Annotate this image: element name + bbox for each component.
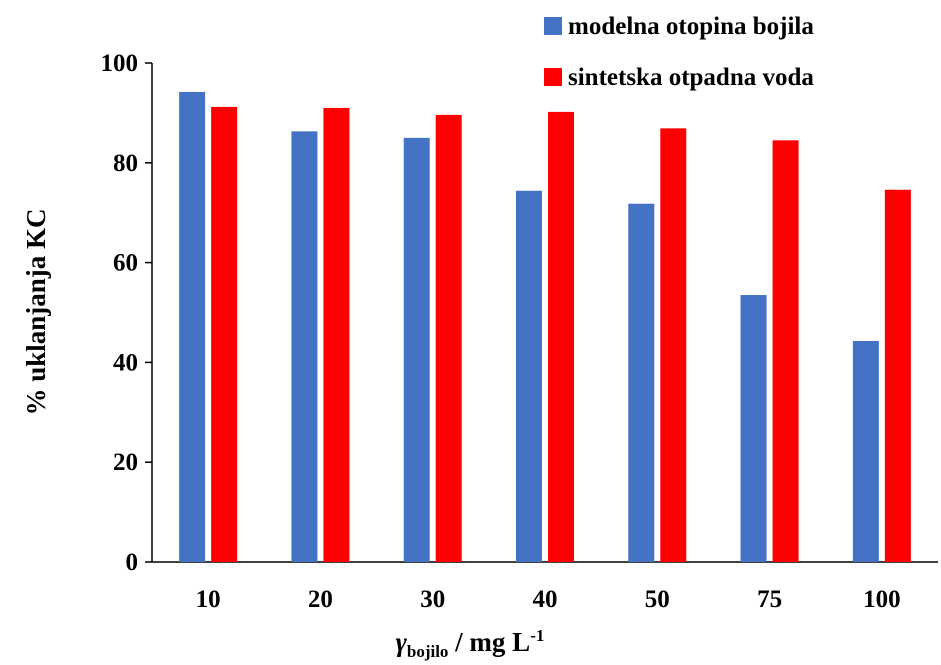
bar-series-2-40 xyxy=(548,111,574,562)
bar-series-1-20 xyxy=(291,131,318,562)
x-axis-label-rest: / mg L xyxy=(448,627,530,657)
y-tick-label: 40 xyxy=(113,349,138,376)
legend-swatch-series-1 xyxy=(544,17,562,35)
x-axis-label-subscript: bojilo xyxy=(407,642,449,661)
legend-swatch-series-2 xyxy=(544,68,562,86)
x-tick-label: 10 xyxy=(196,586,221,613)
legend-label-series-1: modelna otopina bojila xyxy=(568,13,814,40)
x-axis-label-superscript: -1 xyxy=(530,626,544,645)
bar-series-2-50 xyxy=(660,128,687,562)
bar-series-2-10 xyxy=(211,106,238,563)
x-tick-label: 30 xyxy=(420,586,445,613)
y-ticks: 0 20 40 60 80 100 xyxy=(101,50,152,576)
y-tick-label: 0 xyxy=(126,549,139,576)
x-tick-label: 100 xyxy=(863,586,901,613)
y-tick-label: 20 xyxy=(113,449,138,476)
x-tick-label: 20 xyxy=(308,586,333,613)
legend-label-series-2: sintetska otpadna voda xyxy=(568,64,814,91)
x-tick-labels: 10 20 30 40 50 75 100 xyxy=(196,586,901,613)
bar-series-2-30 xyxy=(435,114,462,563)
bar-series-1-10 xyxy=(179,91,206,562)
x-tick-label: 40 xyxy=(533,586,558,613)
bar-series-2-75 xyxy=(772,140,799,562)
bar-series-1-75 xyxy=(740,295,767,562)
legend: modelna otopina bojila sintetska otpadna… xyxy=(544,13,814,91)
y-tick-label: 100 xyxy=(101,50,139,77)
y-tick-label: 60 xyxy=(113,250,138,277)
bars xyxy=(179,91,911,563)
bar-series-1-100 xyxy=(852,340,879,562)
bar-series-2-100 xyxy=(884,189,911,562)
x-axis-label-symbol: γ xyxy=(396,627,408,657)
bar-series-2-20 xyxy=(323,107,350,562)
y-tick-label: 80 xyxy=(113,150,138,177)
bar-series-1-40 xyxy=(516,190,542,562)
bar-series-1-30 xyxy=(403,137,430,562)
bar-series-1-50 xyxy=(628,203,655,562)
x-axis-label: γbojilo / mg L-1 xyxy=(396,626,545,661)
x-tick-label: 50 xyxy=(645,586,670,613)
y-axis-label: % uklanjanja KC xyxy=(21,208,51,415)
x-tick-label: 75 xyxy=(757,586,782,613)
